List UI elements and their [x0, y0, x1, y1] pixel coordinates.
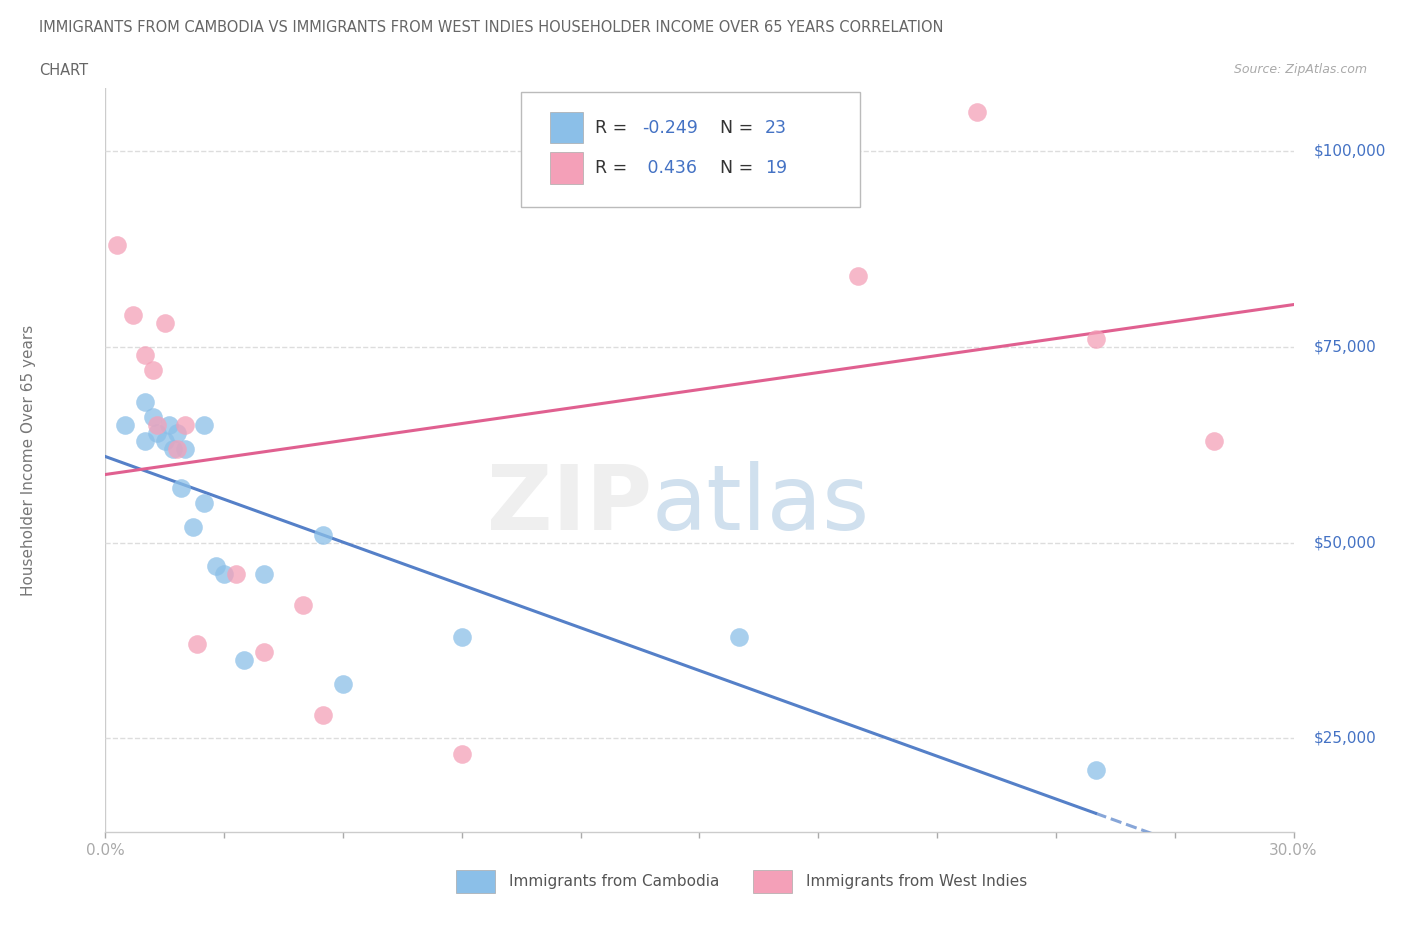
Point: [173, 418, 195, 432]
Point: [214, 566, 236, 581]
Point: [332, 676, 354, 691]
Point: [181, 520, 204, 535]
Point: [728, 629, 751, 644]
FancyBboxPatch shape: [550, 113, 583, 143]
Point: [193, 496, 215, 511]
Point: [253, 566, 276, 581]
Text: Householder Income Over 65 years: Householder Income Over 65 years: [21, 325, 35, 596]
Point: [312, 527, 335, 542]
Text: Source: ZipAtlas.com: Source: ZipAtlas.com: [1233, 63, 1367, 76]
Text: ZIP: ZIP: [486, 461, 652, 549]
Point: [450, 747, 472, 762]
Text: IMMIGRANTS FROM CAMBODIA VS IMMIGRANTS FROM WEST INDIES HOUSEHOLDER INCOME OVER : IMMIGRANTS FROM CAMBODIA VS IMMIGRANTS F…: [39, 20, 943, 35]
Text: 19: 19: [765, 159, 787, 177]
Text: $100,000: $100,000: [1313, 143, 1386, 158]
FancyBboxPatch shape: [522, 92, 860, 207]
Point: [1084, 763, 1107, 777]
FancyBboxPatch shape: [550, 153, 583, 183]
Point: [134, 347, 156, 362]
Text: 0.436: 0.436: [643, 159, 697, 177]
Text: Immigrants from Cambodia: Immigrants from Cambodia: [509, 874, 720, 889]
Text: CHART: CHART: [39, 63, 89, 78]
Point: [1204, 433, 1226, 448]
Point: [569, 167, 592, 182]
Point: [205, 559, 228, 574]
Text: N =: N =: [720, 159, 758, 177]
Point: [146, 418, 169, 432]
Point: [193, 418, 215, 432]
Text: N =: N =: [720, 119, 758, 137]
Text: atlas: atlas: [652, 461, 870, 549]
Point: [225, 566, 247, 581]
Text: $75,000: $75,000: [1313, 339, 1376, 354]
Point: [157, 418, 180, 432]
Point: [122, 308, 145, 323]
Point: [292, 598, 315, 613]
Point: [166, 426, 188, 441]
Point: [134, 433, 156, 448]
Point: [186, 637, 208, 652]
Text: R =: R =: [595, 159, 633, 177]
Text: $50,000: $50,000: [1313, 535, 1376, 550]
Point: [105, 237, 128, 252]
Point: [146, 426, 169, 441]
FancyBboxPatch shape: [754, 870, 792, 894]
Text: Immigrants from West Indies: Immigrants from West Indies: [807, 874, 1028, 889]
Point: [134, 394, 156, 409]
Point: [173, 441, 195, 456]
Point: [966, 104, 988, 119]
Text: -0.249: -0.249: [643, 119, 699, 137]
Point: [846, 269, 869, 284]
Point: [312, 708, 335, 723]
Point: [450, 629, 472, 644]
Point: [166, 441, 188, 456]
Point: [233, 653, 256, 668]
Text: R =: R =: [595, 119, 633, 137]
Point: [253, 644, 276, 659]
Point: [153, 433, 176, 448]
Point: [162, 441, 184, 456]
Text: 23: 23: [765, 119, 787, 137]
FancyBboxPatch shape: [456, 870, 495, 894]
Point: [153, 316, 176, 331]
Point: [142, 410, 165, 425]
Point: [142, 363, 165, 378]
Point: [114, 418, 136, 432]
Point: [1084, 331, 1107, 346]
Point: [170, 480, 193, 495]
Text: $25,000: $25,000: [1313, 731, 1376, 746]
